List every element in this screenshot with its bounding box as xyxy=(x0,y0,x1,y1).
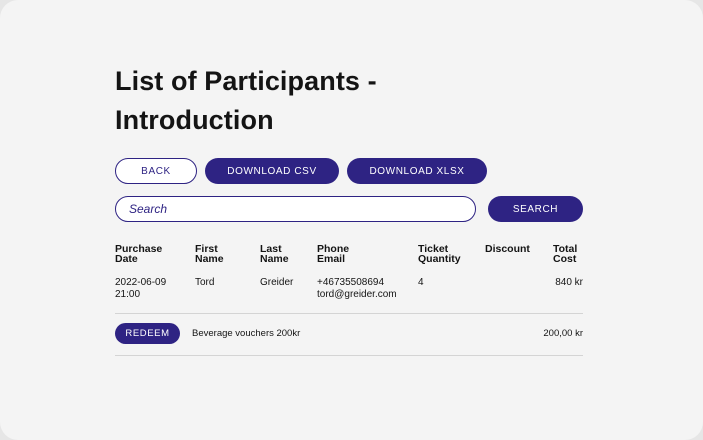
cell-ticket-quantity: 4 xyxy=(418,272,485,314)
search-button[interactable]: SEARCH xyxy=(488,196,583,222)
back-button[interactable]: BACK xyxy=(115,158,197,184)
content-area: List of Participants - Introduction BACK… xyxy=(115,62,583,356)
cell-discount xyxy=(485,272,553,314)
participants-table: Purchase Date First Name Last Name Phone Ema… xyxy=(115,244,583,314)
page-title: List of Participants - Introduction xyxy=(115,66,377,135)
search-input[interactable] xyxy=(115,196,476,222)
header-discount: Discount xyxy=(485,243,530,255)
cell-purchase-date: 2022-06-09 21:00 xyxy=(115,272,195,314)
voucher-amount: 200,00 kr xyxy=(543,328,583,339)
cell-first-name: Tord xyxy=(195,272,260,314)
voucher-row: REDEEM Beverage vouchers 200kr 200,00 kr xyxy=(115,313,583,356)
header-last-name: Last Name xyxy=(260,243,289,265)
header-phone-email: Phone Email xyxy=(317,243,350,265)
download-csv-button[interactable]: DOWNLOAD CSV xyxy=(205,158,339,184)
voucher-label: Beverage vouchers 200kr xyxy=(192,328,301,339)
header-ticket-quantity: Ticket Quantity xyxy=(418,243,461,265)
search-bar: SEARCH xyxy=(115,196,583,222)
redeem-button[interactable]: REDEEM xyxy=(115,323,180,344)
header-total-cost: Total Cost xyxy=(553,243,578,265)
table-header-row: Purchase Date First Name Last Name Phone Ema… xyxy=(115,244,583,272)
header-purchase-date: Purchase Date xyxy=(115,243,163,265)
download-xlsx-button[interactable]: DOWNLOAD XLSX xyxy=(347,158,487,184)
header-first-name: First Name xyxy=(195,243,224,265)
action-buttons: BACK DOWNLOAD CSV DOWNLOAD XLSX xyxy=(115,158,487,184)
cell-total-cost: 840 kr xyxy=(553,272,583,314)
cell-phone-email: +46735508694 tord@greider.com xyxy=(317,272,418,314)
cell-last-name: Greider xyxy=(260,272,317,314)
table-row: 2022-06-09 21:00 Tord Greider +4673550869… xyxy=(115,272,583,314)
